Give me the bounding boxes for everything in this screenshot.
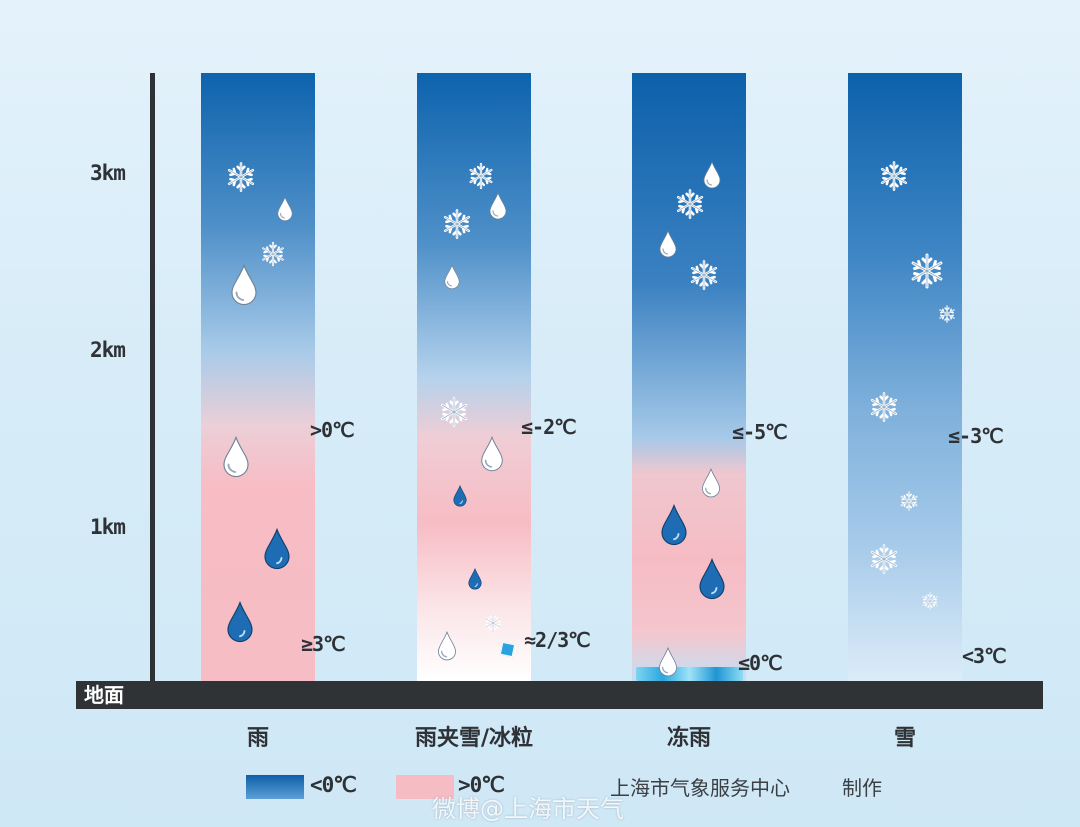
- category-label-snow: 雪: [893, 726, 916, 751]
- temp-sleet-lower: ≈2/3℃: [524, 628, 591, 652]
- raindrop-white-icon: [221, 436, 251, 478]
- column-rain: [201, 73, 315, 681]
- raindrop-white-icon: [229, 264, 259, 306]
- temp-snow-lower: <3℃: [962, 644, 1007, 668]
- column-freezing-rain: [632, 73, 746, 681]
- ground-ice-layer: [636, 667, 743, 681]
- snowflake-icon: [898, 490, 920, 512]
- credit-organization: 上海市气象服务中心: [610, 776, 790, 800]
- tick-label-1km: 1km: [90, 515, 126, 539]
- temp-freezing-upper: ≤-5℃: [732, 420, 788, 444]
- altitude-axis: [150, 73, 155, 685]
- category-label-rain: 雨: [246, 726, 269, 751]
- tick-label-3km: 3km: [90, 161, 126, 185]
- legend-swatch-warm: [396, 775, 454, 799]
- legend-label-cold: <0℃: [310, 773, 357, 797]
- temp-freezing-lower: ≤0℃: [738, 651, 783, 675]
- tick-label-2km: 2km: [90, 338, 126, 362]
- raindrop-white-icon: [276, 196, 294, 222]
- ground-label: 地面: [84, 683, 124, 707]
- raindrop-white-icon: [700, 468, 722, 498]
- raindrop-blue-icon: [659, 504, 689, 546]
- snowflake-icon: [673, 187, 707, 221]
- raindrop-white-icon: [436, 631, 458, 661]
- snowflake-icon: [440, 207, 474, 241]
- legend-swatch-cold: [246, 775, 304, 799]
- raindrop-blue-icon: [467, 568, 483, 590]
- raindrop-blue-icon: [262, 528, 292, 570]
- snowflake-icon: [224, 160, 258, 194]
- snowflake-icon: [920, 591, 940, 611]
- snowflake-icon: [482, 612, 504, 634]
- snowflake-icon: [687, 258, 721, 292]
- raindrop-blue-icon: [225, 601, 255, 643]
- snowflake-icon: [877, 159, 911, 193]
- ice-pellet-icon: [499, 641, 516, 658]
- snowflake-icon: [867, 390, 901, 424]
- snowflake-icon: [867, 542, 901, 576]
- temp-rain-upper: >0℃: [310, 418, 355, 442]
- raindrop-white-icon: [479, 436, 505, 472]
- credit-made-by: 制作: [842, 776, 882, 800]
- snowflake-icon: [907, 251, 947, 291]
- snowflake-icon: [466, 161, 496, 191]
- category-label-sleet: 雨夹雪/冰粒: [414, 726, 534, 751]
- raindrop-white-icon: [443, 264, 461, 290]
- raindrop-white-icon: [657, 647, 679, 677]
- snowflake-icon: [937, 304, 957, 324]
- temp-rain-lower: ≥3℃: [301, 632, 346, 656]
- raindrop-white-icon: [702, 161, 722, 189]
- raindrop-white-icon: [488, 192, 508, 220]
- category-label-freezing-rain: 冻雨: [666, 726, 711, 751]
- raindrop-blue-icon: [697, 558, 727, 600]
- snowflake-icon: [437, 395, 471, 429]
- ground-bar: [76, 681, 1043, 709]
- temp-sleet-upper: ≤-2℃: [521, 415, 577, 439]
- snowflake-icon: [259, 240, 287, 268]
- weibo-watermark: 微博@上海市天气: [432, 795, 624, 823]
- legend-label-warm: >0℃: [458, 773, 505, 797]
- temp-snow-upper: ≤-3℃: [948, 424, 1004, 448]
- raindrop-white-icon: [658, 230, 678, 258]
- raindrop-blue-icon: [452, 485, 468, 507]
